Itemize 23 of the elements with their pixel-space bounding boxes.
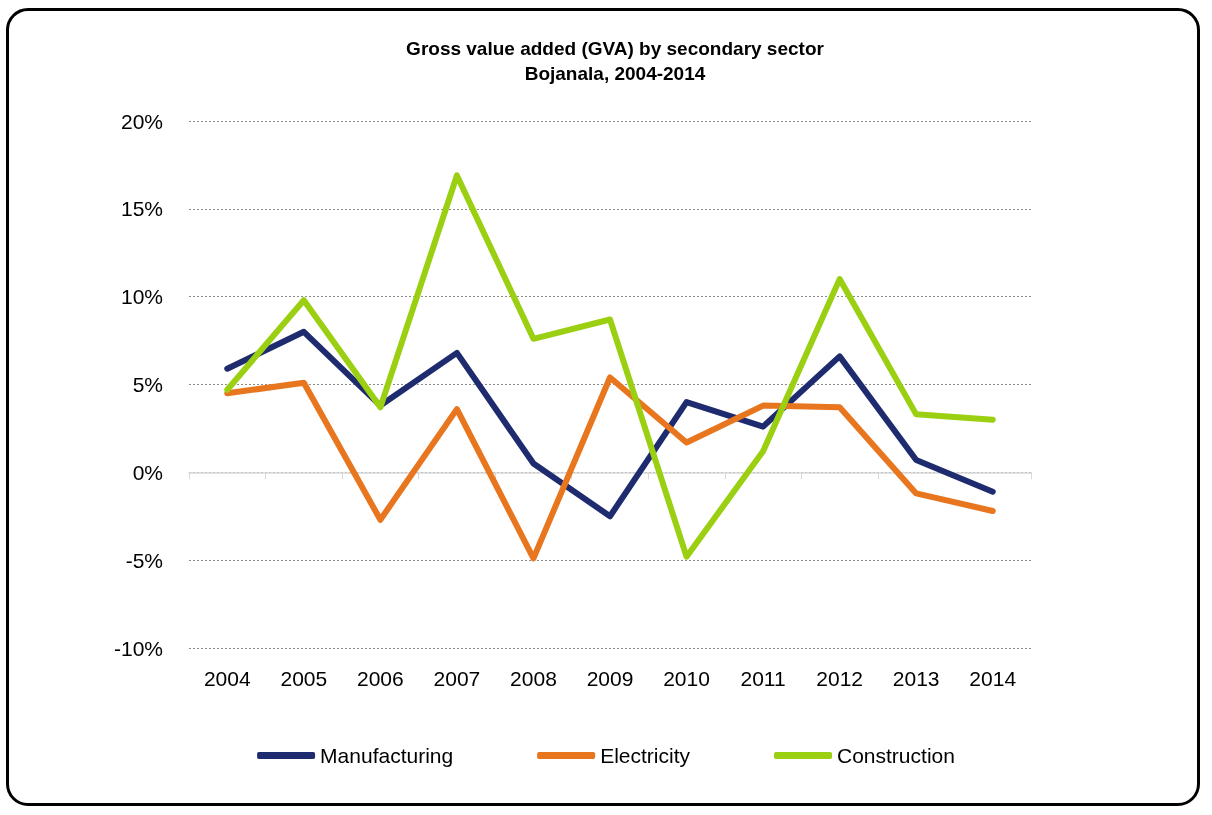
y-tick-label: 5%: [132, 373, 163, 396]
x-tick-label: 2010: [663, 667, 710, 690]
legend-label: Electricity: [600, 744, 691, 767]
y-tick-label: -10%: [113, 636, 163, 660]
x-tick-label: 2007: [433, 667, 481, 690]
y-tick-label: -5%: [125, 548, 163, 572]
legend-label: Manufacturing: [320, 744, 454, 767]
x-tick-label: 2014: [969, 667, 1017, 690]
x-tick-label: 2004: [203, 667, 251, 690]
y-tick-label: 0%: [132, 460, 163, 484]
x-tick-label: 2008: [510, 667, 557, 690]
y-tick-label: 10%: [120, 285, 163, 309]
x-tick-label: 2005: [280, 667, 328, 690]
y-tick-label: 20%: [120, 109, 163, 133]
x-tick-label: 2011: [740, 667, 786, 690]
x-tick-label: 2012: [816, 667, 863, 690]
x-tick-label: 2013: [892, 667, 940, 690]
x-tick-label: 2009: [586, 667, 634, 690]
chart-subtitle: Bojanala, 2004-2014: [524, 63, 706, 84]
y-tick-label: 15%: [120, 197, 163, 221]
chart-title: Gross value added (GVA) by secondary sector: [406, 38, 825, 59]
legend-label: Construction: [837, 744, 955, 767]
x-tick-label: 2006: [357, 667, 404, 690]
